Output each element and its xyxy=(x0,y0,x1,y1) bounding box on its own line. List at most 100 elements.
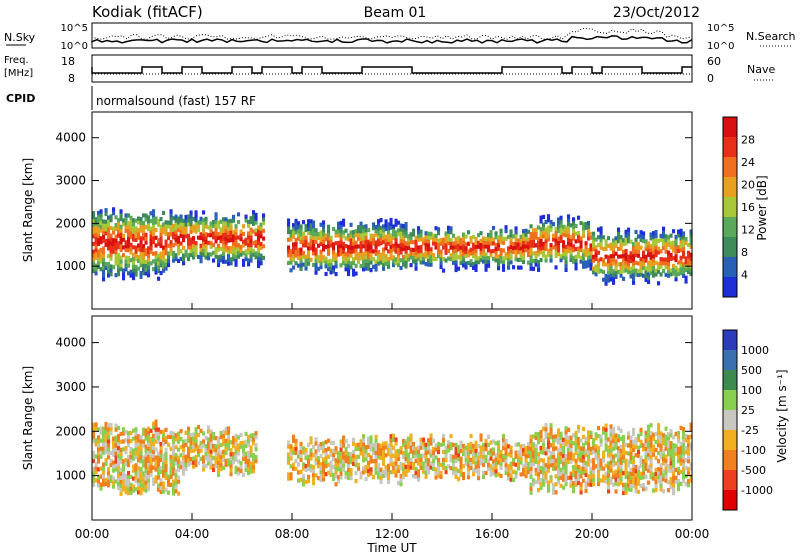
range-cell xyxy=(387,222,391,227)
range-cell xyxy=(377,261,381,266)
range-cell xyxy=(602,235,606,240)
range-cell xyxy=(519,444,523,449)
range-cell xyxy=(377,257,381,262)
range-cell xyxy=(622,257,626,262)
range-cell xyxy=(382,461,386,466)
range-cell xyxy=(299,259,303,264)
range-cell xyxy=(107,215,111,220)
range-cell xyxy=(632,443,636,449)
range-cell xyxy=(622,458,626,464)
range-cell xyxy=(92,434,96,440)
range-cell xyxy=(604,281,608,286)
range-cell xyxy=(589,247,593,252)
range-cell xyxy=(487,248,491,253)
range-cell xyxy=(474,267,478,272)
range-cell xyxy=(199,247,203,252)
range-cell xyxy=(584,440,588,446)
range-cell xyxy=(502,441,506,447)
range-cell xyxy=(589,446,593,452)
range-cell xyxy=(417,257,421,262)
range-cell xyxy=(307,250,311,255)
range-cell xyxy=(122,487,126,492)
range-cell xyxy=(587,478,591,483)
range-cell xyxy=(154,243,158,248)
range-cell xyxy=(322,228,326,233)
range-cell xyxy=(184,442,188,447)
range-cell xyxy=(489,233,493,238)
range-cell xyxy=(567,447,571,453)
range-cell xyxy=(559,234,563,240)
range-cell xyxy=(192,243,196,248)
range-cell xyxy=(139,483,143,488)
range-cell xyxy=(639,245,643,250)
range-cell xyxy=(649,263,653,268)
range-cell xyxy=(432,241,436,246)
range-cell xyxy=(627,463,631,468)
range-cell xyxy=(99,450,103,455)
range-cell xyxy=(647,436,651,441)
range-cell xyxy=(219,246,223,251)
range-cell xyxy=(167,490,171,495)
range-cell xyxy=(324,464,328,469)
range-cell xyxy=(592,461,596,467)
range-cell xyxy=(307,223,311,228)
range-cell xyxy=(552,490,556,495)
range-cell xyxy=(669,245,673,250)
range-cell xyxy=(232,459,236,465)
range-cell xyxy=(177,243,181,248)
range-cell xyxy=(627,451,631,456)
range-cell xyxy=(682,430,686,436)
range-cell xyxy=(289,256,293,261)
range-cell xyxy=(539,246,543,251)
range-cell xyxy=(412,240,416,245)
range-cell xyxy=(367,243,371,248)
range-cell xyxy=(144,488,148,493)
power-ylabel: Slant Range [km] xyxy=(21,158,35,262)
range-cell xyxy=(122,253,126,258)
range-cell xyxy=(634,480,638,486)
range-cell xyxy=(454,446,458,452)
range-cell xyxy=(112,241,116,247)
range-cell xyxy=(382,247,386,252)
range-cell xyxy=(644,246,648,252)
range-cell xyxy=(639,272,643,277)
range-cell xyxy=(584,472,588,478)
range-cell xyxy=(97,475,101,480)
range-cell xyxy=(189,222,193,227)
range-cell xyxy=(124,267,128,272)
range-cell xyxy=(457,235,461,240)
range-cell xyxy=(162,465,166,470)
range-cell xyxy=(97,264,101,270)
range-cell xyxy=(529,466,533,471)
range-cell xyxy=(609,464,613,469)
range-cell xyxy=(207,437,211,442)
range-cell xyxy=(577,440,581,446)
range-cell xyxy=(227,442,231,447)
range-cell xyxy=(509,449,513,454)
range-cell xyxy=(192,228,196,233)
range-cell xyxy=(439,253,443,258)
range-cell xyxy=(599,234,603,239)
range-cell xyxy=(332,464,336,470)
range-cell xyxy=(392,228,396,233)
range-cell xyxy=(149,436,153,441)
range-cell xyxy=(394,441,398,446)
range-cell xyxy=(319,265,323,270)
range-cell xyxy=(637,234,641,239)
range-cell xyxy=(362,240,366,245)
range-cell xyxy=(124,263,128,268)
range-cell xyxy=(674,277,678,282)
range-cell xyxy=(579,474,583,479)
range-cell xyxy=(462,447,466,453)
range-cell xyxy=(654,475,658,481)
range-cell xyxy=(249,239,253,244)
range-cell xyxy=(687,439,691,444)
range-cell xyxy=(209,441,213,446)
range-cell xyxy=(524,457,528,463)
range-cell xyxy=(252,217,256,223)
range-cell xyxy=(619,262,623,267)
range-cell xyxy=(374,244,378,249)
range-cell xyxy=(602,277,606,282)
range-cell xyxy=(114,435,118,440)
range-cell xyxy=(567,435,571,441)
